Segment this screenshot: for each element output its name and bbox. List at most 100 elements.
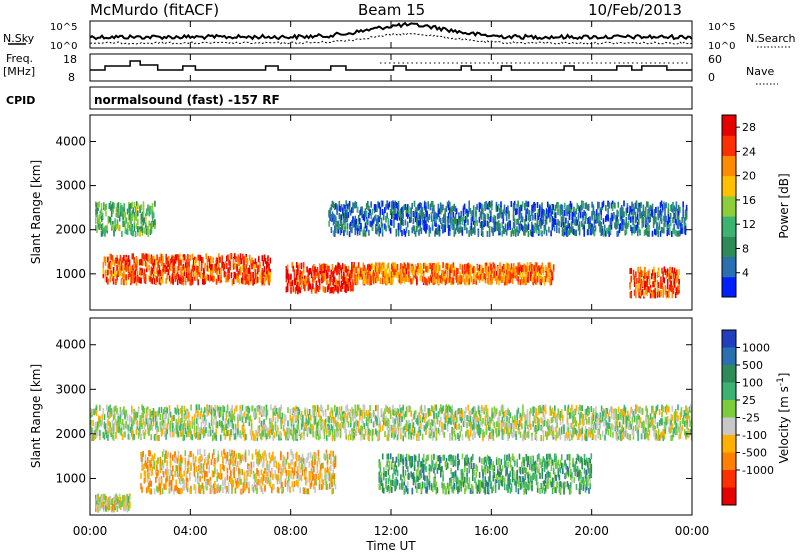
noise-panel: N.Sky 10^5 10^0 10^5 10^0 N.Search bbox=[3, 21, 796, 52]
data-cell bbox=[372, 263, 374, 269]
data-cell bbox=[667, 279, 669, 285]
data-cell bbox=[220, 435, 222, 441]
data-cell bbox=[652, 231, 654, 237]
data-cell bbox=[676, 202, 678, 208]
data-cell bbox=[127, 229, 129, 235]
data-cell bbox=[557, 204, 559, 210]
data-cell bbox=[247, 260, 249, 266]
data-cell bbox=[369, 430, 371, 436]
data-cell bbox=[237, 429, 239, 435]
data-cell bbox=[303, 434, 305, 440]
data-cell bbox=[487, 231, 489, 237]
data-cell bbox=[367, 219, 369, 225]
data-cell bbox=[543, 267, 545, 273]
data-cell bbox=[398, 431, 400, 437]
data-cell bbox=[129, 434, 131, 440]
data-cell bbox=[673, 288, 675, 294]
data-cell bbox=[390, 410, 392, 416]
data-cell bbox=[655, 217, 657, 223]
data-cell bbox=[92, 420, 94, 426]
data-cell bbox=[475, 211, 477, 217]
data-cell bbox=[140, 278, 142, 284]
data-cell bbox=[331, 227, 333, 233]
data-cell bbox=[347, 229, 349, 235]
data-cell bbox=[507, 205, 509, 211]
data-cell bbox=[181, 406, 183, 412]
beam-label: Beam 15 bbox=[358, 1, 425, 19]
data-cell bbox=[679, 207, 681, 213]
data-cell bbox=[151, 228, 153, 234]
data-cell bbox=[635, 271, 637, 277]
data-cell bbox=[476, 220, 478, 226]
data-cell bbox=[618, 202, 620, 208]
data-cell bbox=[414, 427, 416, 433]
data-cell bbox=[123, 203, 125, 209]
data-cell bbox=[358, 421, 360, 427]
data-cell bbox=[635, 285, 637, 291]
freq-tick-top: 18 bbox=[63, 53, 77, 66]
data-cell bbox=[563, 215, 565, 221]
data-cell bbox=[337, 431, 339, 437]
data-cell bbox=[103, 408, 105, 414]
data-cell bbox=[603, 218, 605, 224]
data-cell bbox=[398, 205, 400, 211]
data-cell bbox=[124, 431, 126, 437]
data-cell bbox=[497, 266, 499, 272]
data-cell bbox=[191, 271, 193, 277]
colorbar-tick-label: 4 bbox=[742, 267, 749, 280]
data-cell bbox=[227, 254, 229, 260]
y-tick-label: 2000 bbox=[55, 223, 86, 237]
data-cell bbox=[143, 201, 145, 207]
data-cell bbox=[478, 231, 480, 237]
data-cell bbox=[143, 208, 145, 214]
data-cell bbox=[282, 419, 284, 425]
data-cell bbox=[528, 224, 530, 230]
data-cell bbox=[630, 276, 632, 282]
data-cell bbox=[205, 419, 207, 425]
data-cell bbox=[241, 410, 243, 416]
data-cell bbox=[380, 278, 382, 284]
data-cell bbox=[678, 279, 680, 285]
data-cell bbox=[668, 208, 670, 214]
data-cell bbox=[384, 431, 386, 437]
data-cell bbox=[282, 413, 284, 419]
data-cell bbox=[555, 212, 557, 218]
data-cell bbox=[332, 410, 334, 416]
data-cell bbox=[397, 264, 399, 270]
data-cell bbox=[319, 431, 321, 437]
data-cell bbox=[135, 231, 137, 237]
data-cell bbox=[642, 271, 644, 277]
data-cell bbox=[296, 433, 298, 439]
colorbar-tick-label: 16 bbox=[742, 194, 756, 207]
data-cell bbox=[491, 200, 493, 206]
data-cell bbox=[357, 279, 359, 285]
nave-tick-top: 60 bbox=[708, 53, 722, 66]
data-cell bbox=[392, 278, 394, 284]
data-cell bbox=[302, 415, 304, 421]
noise-left-label: N.Sky bbox=[3, 32, 35, 45]
data-cell bbox=[327, 405, 329, 411]
data-cell bbox=[506, 230, 508, 236]
data-cell bbox=[363, 271, 365, 277]
data-cell bbox=[427, 201, 429, 207]
data-cell bbox=[583, 231, 585, 237]
data-cell bbox=[196, 404, 198, 410]
data-cell bbox=[518, 276, 520, 282]
data-cell bbox=[670, 220, 672, 226]
data-cell bbox=[630, 292, 632, 298]
data-cell bbox=[215, 435, 217, 441]
data-cell bbox=[673, 224, 675, 230]
data-cell bbox=[178, 409, 180, 415]
data-cell bbox=[109, 276, 111, 282]
noise-right-tick-top: 10^5 bbox=[708, 22, 735, 33]
data-cell bbox=[337, 414, 339, 420]
data-cell bbox=[142, 227, 144, 233]
data-cell bbox=[211, 409, 213, 415]
data-cell bbox=[421, 423, 423, 429]
data-cell bbox=[589, 217, 591, 223]
data-cell bbox=[549, 216, 551, 222]
colorbar-swatch bbox=[722, 277, 736, 298]
data-cell bbox=[272, 416, 274, 422]
data-cell bbox=[462, 265, 464, 271]
data-cell bbox=[106, 225, 108, 231]
